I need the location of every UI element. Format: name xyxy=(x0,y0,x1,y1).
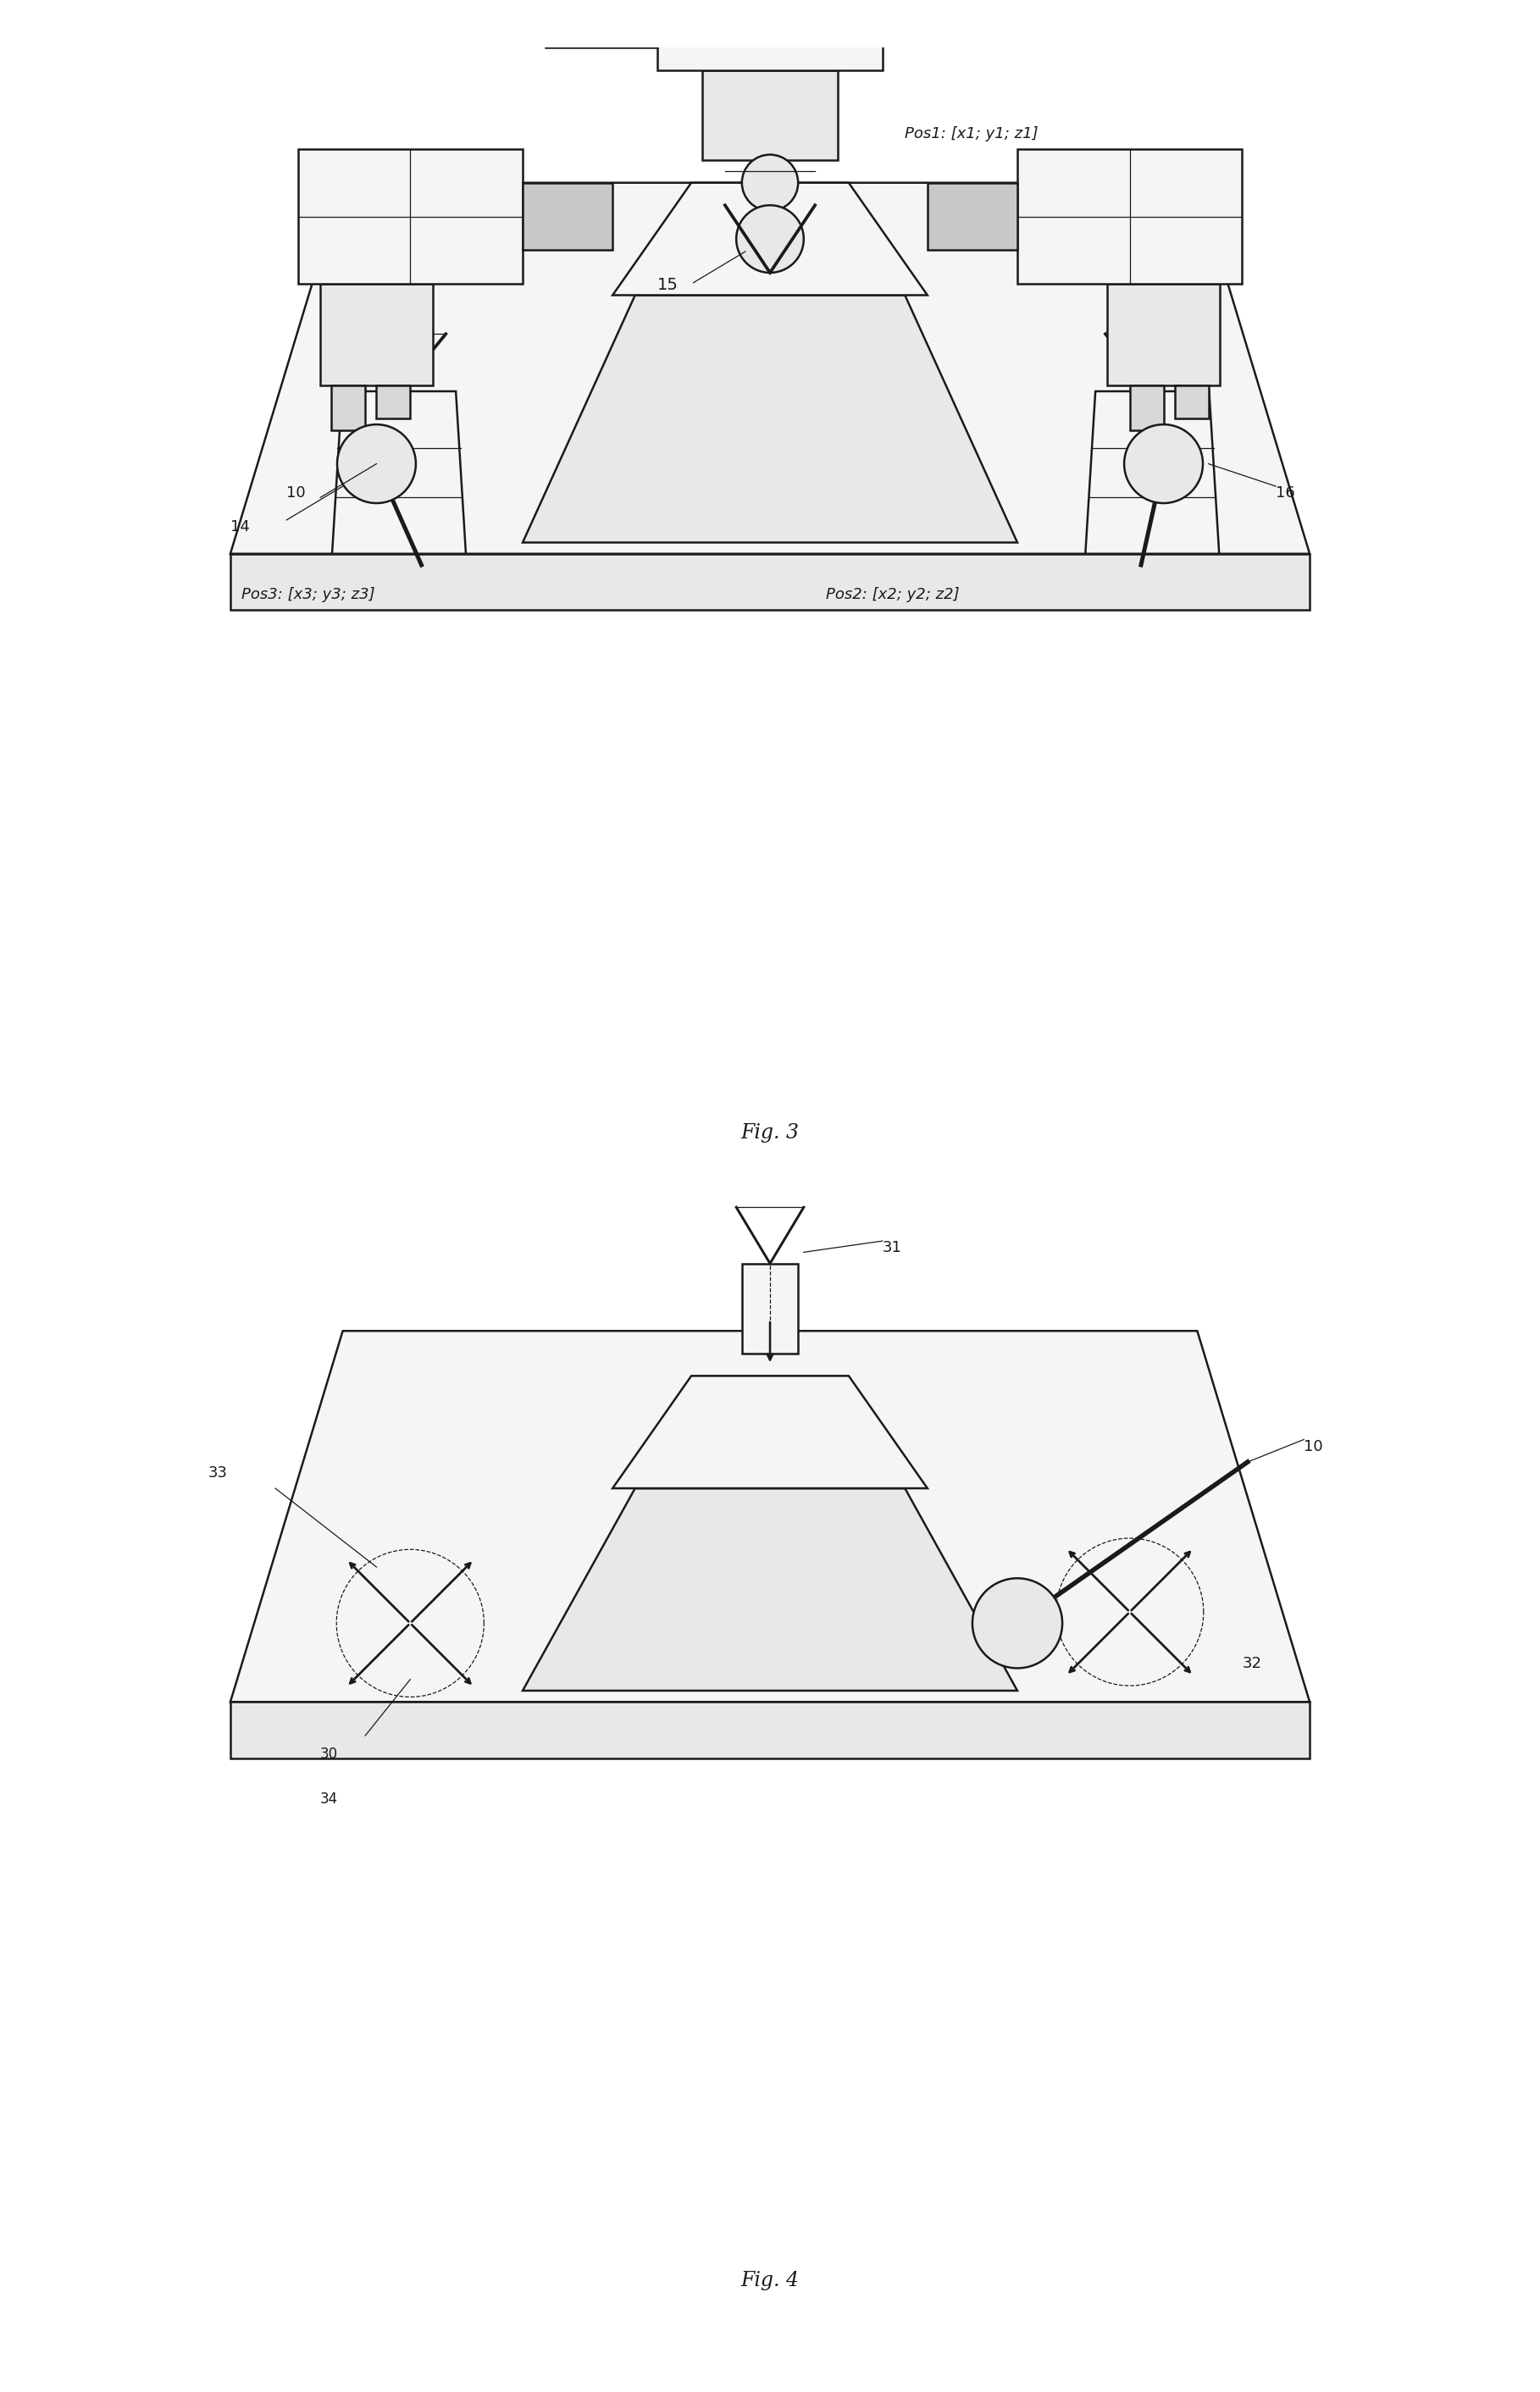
Polygon shape xyxy=(522,182,613,251)
Text: 10: 10 xyxy=(286,486,306,500)
Polygon shape xyxy=(231,553,1309,610)
Polygon shape xyxy=(927,182,1018,251)
Polygon shape xyxy=(297,148,522,285)
Polygon shape xyxy=(231,182,1309,553)
Polygon shape xyxy=(522,294,1018,543)
Text: 33: 33 xyxy=(208,1466,228,1481)
Polygon shape xyxy=(1130,385,1164,431)
Polygon shape xyxy=(1107,285,1220,385)
Text: Fig. 3: Fig. 3 xyxy=(741,1124,799,1143)
Text: 31: 31 xyxy=(882,1241,902,1256)
Circle shape xyxy=(742,155,798,210)
Text: 14: 14 xyxy=(231,519,249,536)
Polygon shape xyxy=(702,69,838,160)
Polygon shape xyxy=(231,1703,1309,1758)
Circle shape xyxy=(337,423,416,502)
Text: 32: 32 xyxy=(1243,1655,1261,1672)
Polygon shape xyxy=(1086,392,1220,553)
Polygon shape xyxy=(545,0,658,48)
Text: 10: 10 xyxy=(1304,1440,1323,1454)
Polygon shape xyxy=(613,182,927,294)
Text: Fig. 4: Fig. 4 xyxy=(741,2272,799,2292)
Text: Pos2: [x2; y2; z2]: Pos2: [x2; y2; z2] xyxy=(827,586,959,603)
Polygon shape xyxy=(658,0,882,69)
Polygon shape xyxy=(1175,385,1209,419)
Polygon shape xyxy=(613,1375,927,1488)
Polygon shape xyxy=(331,385,365,431)
Text: Pos1: [x1; y1; z1]: Pos1: [x1; y1; z1] xyxy=(906,127,1038,141)
Polygon shape xyxy=(742,1263,798,1354)
Text: 34: 34 xyxy=(320,1792,339,1806)
Text: 16: 16 xyxy=(1277,486,1295,500)
Text: 30: 30 xyxy=(320,1746,339,1761)
Text: 15: 15 xyxy=(658,277,679,292)
Polygon shape xyxy=(231,1330,1309,1703)
Polygon shape xyxy=(1018,148,1243,285)
Circle shape xyxy=(736,206,804,273)
Polygon shape xyxy=(333,392,467,553)
Circle shape xyxy=(972,1579,1063,1667)
Polygon shape xyxy=(320,285,433,385)
Polygon shape xyxy=(376,385,410,419)
Circle shape xyxy=(1124,423,1203,502)
Polygon shape xyxy=(522,1488,1018,1691)
Text: Pos3: [x3; y3; z3]: Pos3: [x3; y3; z3] xyxy=(242,586,376,603)
